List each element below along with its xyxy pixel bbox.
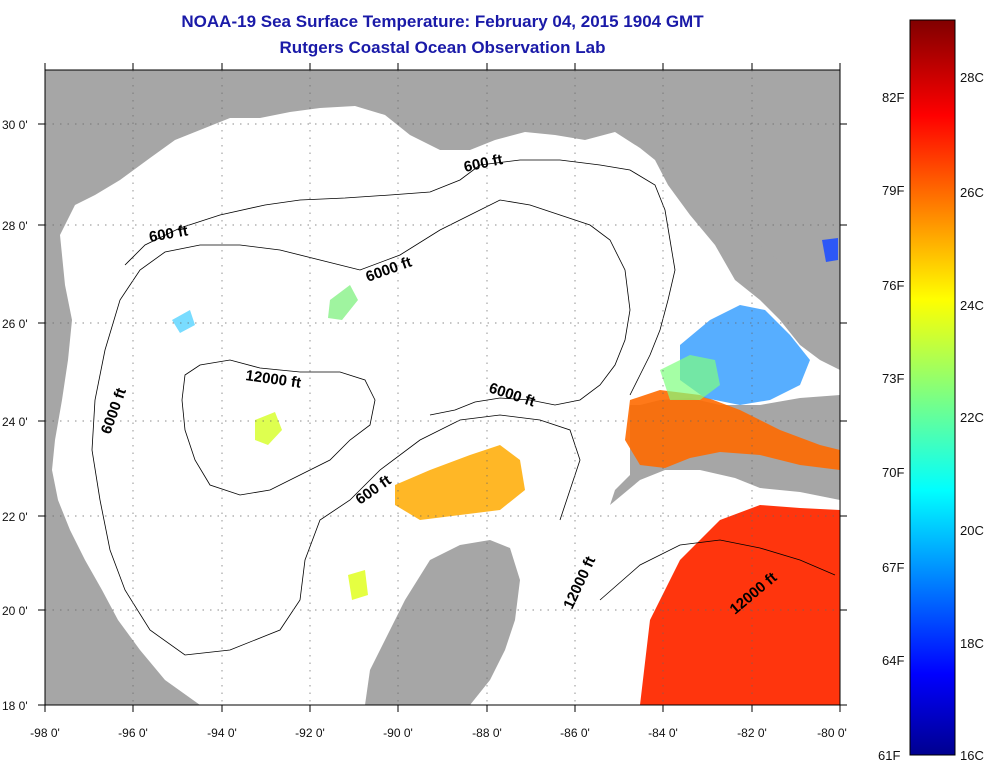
colorbar-c-label: 16C — [960, 748, 984, 763]
x-tick-label: -80 0' — [817, 726, 847, 740]
map-tick-marks — [38, 63, 847, 712]
x-tick-label: -92 0' — [295, 726, 325, 740]
sst-florida-straits — [625, 390, 840, 470]
sst-blue-patch-1 — [822, 238, 838, 262]
sst-caribbean-warm — [640, 505, 840, 705]
colorbar-f-label: 73F — [882, 371, 904, 386]
y-tick-label: 26 0' — [2, 317, 28, 331]
y-tick-label: 20 0' — [2, 604, 28, 618]
sst-campeche-patch — [395, 445, 525, 520]
x-tick-label: -88 0' — [472, 726, 502, 740]
x-tick-label: -94 0' — [207, 726, 237, 740]
y-tick-label: 18 0' — [2, 699, 28, 713]
contour-600ft — [124, 159, 676, 396]
colorbar: 82F 79F 76F 73F 70F 67F 64F 61F 28C 26C … — [878, 19, 984, 763]
colorbar-c-label: 18C — [960, 636, 984, 651]
x-tick-label: -82 0' — [737, 726, 767, 740]
colorbar-f-label: 61F — [878, 748, 900, 763]
gulf-water — [52, 106, 840, 705]
y-tick-label: 30 0' — [2, 118, 28, 132]
contour-6000ft — [91, 199, 631, 501]
colorbar-f-label: 70F — [882, 465, 904, 480]
colorbar-f-label: 79F — [882, 183, 904, 198]
contour-12000ft-caribbean — [599, 539, 836, 601]
yucatan-peninsula — [365, 540, 520, 705]
y-tick-label: 22 0' — [2, 510, 28, 524]
map-grid — [45, 70, 840, 705]
florida-peninsula — [700, 70, 840, 340]
map-subtitle: Rutgers Coastal Ocean Observation Lab — [279, 38, 606, 57]
contour-6000ft-south — [99, 414, 581, 656]
x-tick-label: -90 0' — [383, 726, 413, 740]
contour-12000ft — [181, 359, 376, 496]
colorbar-c-label: 26C — [960, 185, 984, 200]
y-tick-label: 28 0' — [2, 219, 28, 233]
sst-yellow-patch-1 — [255, 412, 282, 445]
colorbar-c-label: 24C — [960, 298, 984, 313]
colorbar-gradient — [909, 19, 956, 756]
sst-yellow-patch-2 — [348, 570, 368, 600]
map-title: NOAA-19 Sea Surface Temperature: Februar… — [181, 12, 704, 31]
colorbar-c-label: 20C — [960, 523, 984, 538]
x-tick-label: -86 0' — [560, 726, 590, 740]
bathymetry-contours — [91, 159, 836, 656]
sst-cyan-patch-1 — [172, 310, 195, 333]
sst-green-patch-1 — [328, 285, 358, 320]
colorbar-f-label: 64F — [882, 653, 904, 668]
contour-label-600-west: 600 ft — [148, 222, 190, 246]
x-tick-label: -84 0' — [648, 726, 678, 740]
colorbar-f-label: 82F — [882, 90, 904, 105]
x-tick-label: -96 0' — [118, 726, 148, 740]
x-tick-label: -98 0' — [30, 726, 60, 740]
colorbar-c-label: 22C — [960, 410, 984, 425]
colorbar-f-label: 67F — [882, 560, 904, 575]
map-plot-area: 600 ft 600 ft 600 ft 6000 ft 6000 ft 600… — [45, 70, 840, 705]
colorbar-f-label: 76F — [882, 278, 904, 293]
map-frame — [44, 69, 841, 706]
y-tick-label: 24 0' — [2, 415, 28, 429]
sst-florida-shelf-mid — [660, 355, 720, 400]
colorbar-c-label: 28C — [960, 70, 984, 85]
